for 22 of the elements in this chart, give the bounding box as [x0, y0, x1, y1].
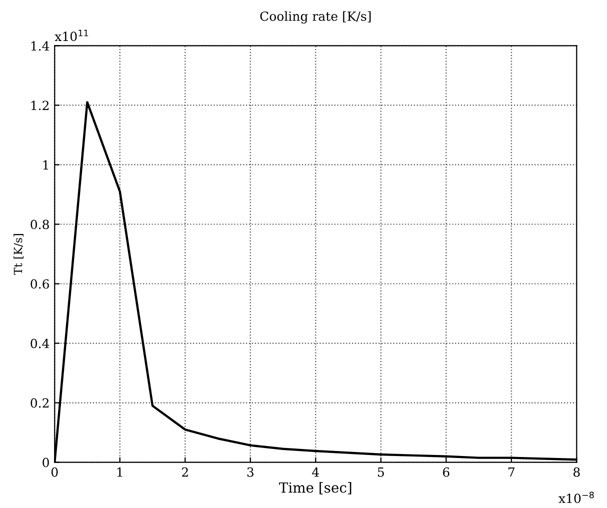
- x-tick-label: 8: [574, 467, 580, 477]
- x-tick-label: 0: [51, 467, 58, 477]
- x-tick-label: 2: [182, 467, 188, 477]
- y-tick-label: 0: [42, 458, 49, 468]
- y-tick-label: 0.2: [30, 398, 49, 408]
- x-tick-label: 4: [312, 467, 319, 477]
- y-axis-title: Tt [K/s]: [14, 234, 24, 275]
- text: x10$^{−8}$: [558, 492, 594, 504]
- x-tick-label: 7: [508, 468, 514, 477]
- x-tick-label: 6: [443, 467, 450, 477]
- x-axis-title: Time [sec]: [279, 482, 352, 494]
- y-tick-label: 1.2: [31, 100, 49, 110]
- y-tick-label: 1: [43, 160, 48, 170]
- y-tick-label: 0.4: [30, 338, 50, 348]
- y-tick-label: 0.8: [30, 220, 49, 230]
- chart-title: Cooling rate [K/s]: [260, 11, 371, 24]
- x-tick-label: 5: [378, 468, 384, 477]
- y-tick-label: 0.6: [30, 279, 49, 289]
- x-tick-label: 3: [247, 467, 254, 477]
- x-tick-label: 1: [117, 467, 122, 477]
- text: x10$^{11}$: [54, 30, 88, 42]
- y-tick-label: 1.4: [31, 41, 50, 51]
